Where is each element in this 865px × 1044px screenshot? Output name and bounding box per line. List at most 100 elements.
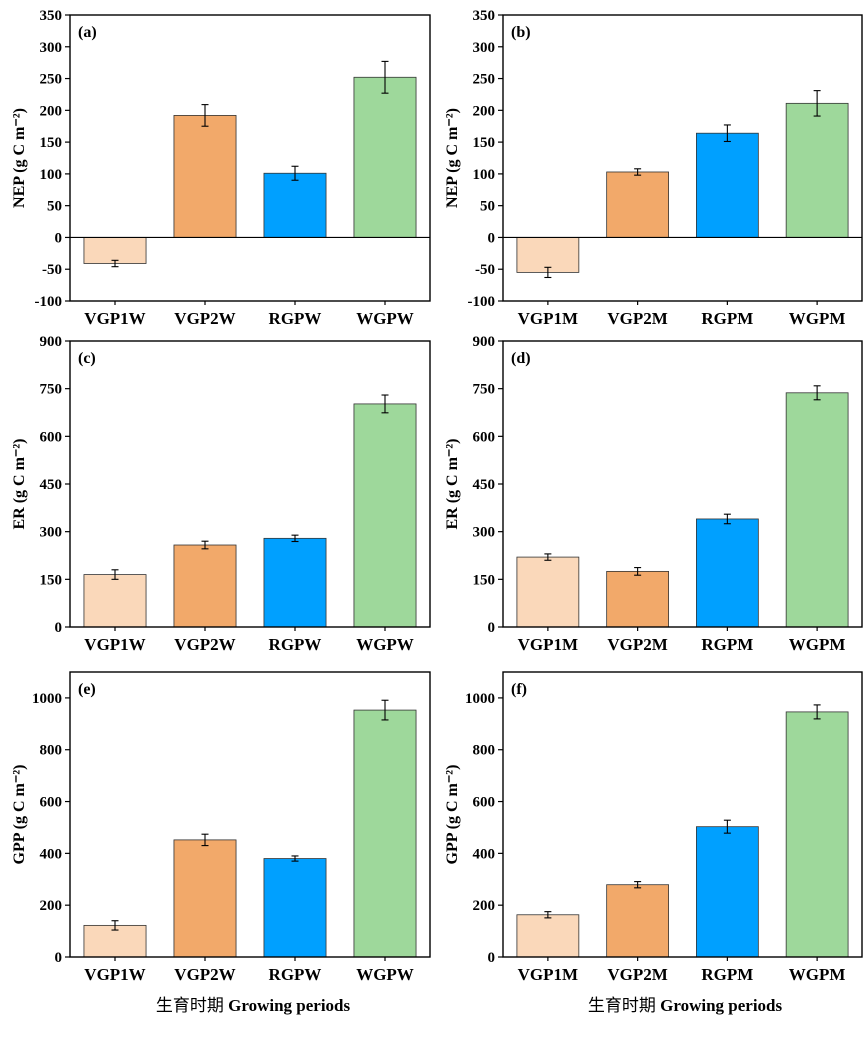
y-tick-label: 1000 <box>32 691 62 707</box>
y-tick-label: 300 <box>473 525 496 541</box>
panel-label: (e) <box>78 681 96 698</box>
y-tick-label: 600 <box>40 429 63 445</box>
bar-VGP1W <box>83 574 147 628</box>
error-bar <box>723 124 731 143</box>
y-tick-label: -100 <box>35 294 63 310</box>
x-tick-label: RGPW <box>269 309 322 328</box>
x-axis-title-right: 生育时期 Growing periods <box>588 996 783 1015</box>
y-tick-label: 50 <box>47 199 62 215</box>
y-tick-label: 750 <box>40 382 63 398</box>
error-bar <box>381 394 389 414</box>
y-axis-label: GPP (g C m⁻²) <box>11 765 28 865</box>
error-bar <box>111 569 119 580</box>
error-bar <box>813 704 821 720</box>
y-axis-label: GPP (g C m⁻²) <box>444 765 461 865</box>
y-tick-label: 200 <box>40 898 63 914</box>
y-tick-label: 0 <box>488 950 496 966</box>
bar-RGPM <box>696 132 759 238</box>
x-tick-label: WGPM <box>789 309 846 328</box>
y-tick-label: 0 <box>55 620 63 636</box>
x-tick-label: WGPM <box>789 965 846 984</box>
bar-RGPW <box>263 172 327 238</box>
error-bar <box>634 881 642 889</box>
x-tick-label: WGPW <box>356 965 414 984</box>
bar-VGP2W <box>173 544 237 628</box>
error-bar <box>544 911 552 919</box>
plot-frame <box>502 671 863 958</box>
error-bar <box>813 90 821 117</box>
bar-RGPM <box>696 518 759 628</box>
y-tick-label: 600 <box>473 429 496 445</box>
bar-WGPM <box>785 392 849 628</box>
y-tick-label: 100 <box>40 167 63 183</box>
bar-WGPW <box>353 709 417 958</box>
error-bar <box>111 920 119 931</box>
y-tick-label: 200 <box>40 103 63 119</box>
x-axis-title-zh: 生育时期 <box>156 996 224 1015</box>
bar-RGPW <box>263 537 327 628</box>
bar-VGP1W <box>83 237 147 264</box>
y-axis-label: ER (g C m⁻²) <box>444 438 461 529</box>
y-tick-label: 0 <box>488 620 496 636</box>
y-tick-label: -50 <box>475 262 495 278</box>
bar-WGPM <box>785 102 849 238</box>
x-axis-title-left: 生育时期 Growing periods <box>156 996 351 1015</box>
y-tick-label: 750 <box>473 382 496 398</box>
x-tick-label: RGPM <box>701 635 753 654</box>
y-tick-label: 600 <box>40 795 63 811</box>
error-bar <box>381 60 389 94</box>
x-tick-label: WGPW <box>356 309 414 328</box>
y-tick-label: 150 <box>473 572 496 588</box>
y-tick-label: 50 <box>480 199 495 215</box>
y-tick-label: 0 <box>55 230 63 246</box>
y-axis-label: NEP (g C m⁻²) <box>444 108 461 208</box>
x-tick-label: WGPW <box>356 635 414 654</box>
chart-panel-a: -100 -50 0 50 100 150 200 250 300 350 VGP1W VGP2W RG… <box>11 8 431 328</box>
bar-VGP1M <box>516 556 580 628</box>
x-tick-label: VGP2M <box>607 965 667 984</box>
x-axis-title-zh: 生育时期 <box>588 996 656 1015</box>
x-tick-label: VGP1M <box>518 965 578 984</box>
x-tick-label: VGP1W <box>84 635 145 654</box>
bar-WGPM <box>785 711 849 958</box>
bar-VGP1M <box>516 237 580 273</box>
y-tick-label: 200 <box>473 898 496 914</box>
error-bar <box>634 168 642 176</box>
panel-label: (b) <box>511 24 531 41</box>
y-tick-label: 200 <box>473 103 496 119</box>
bar-VGP1M <box>516 914 580 958</box>
x-tick-label: VGP2W <box>174 635 235 654</box>
y-tick-label: 450 <box>473 477 496 493</box>
bar-WGPW <box>353 403 417 628</box>
chart-panel-b: -100 -50 0 50 100 150 200 250 300 350 VGP1M VGP2M RG… <box>444 8 863 328</box>
bar-VGP2M <box>606 570 669 628</box>
x-tick-label: VGP1M <box>518 635 578 654</box>
y-tick-label: -100 <box>468 294 496 310</box>
x-tick-label: RGPM <box>701 965 753 984</box>
error-bar <box>291 855 299 862</box>
bar-VGP2M <box>606 884 669 958</box>
panel-label: (f) <box>511 681 527 698</box>
y-tick-label: 300 <box>40 40 63 56</box>
error-bar <box>111 259 119 268</box>
x-tick-label: VGP2W <box>174 309 235 328</box>
error-bar <box>291 165 299 181</box>
y-tick-label: 800 <box>473 743 496 759</box>
y-tick-label: 350 <box>473 8 496 24</box>
chart-panel-c: 0 150 300 450 600 750 900 VGP1W VGP2W RGPW WGPW (c)… <box>11 334 431 654</box>
y-tick-label: 800 <box>40 743 63 759</box>
error-bar <box>723 819 731 834</box>
x-axis-title-en: Growing periods <box>228 996 350 1015</box>
x-tick-label: VGP2M <box>607 635 667 654</box>
error-bar <box>381 699 389 721</box>
y-tick-label: 450 <box>40 477 63 493</box>
error-bar <box>723 513 731 525</box>
y-tick-label: 1000 <box>465 691 495 707</box>
y-tick-label: 400 <box>40 846 63 862</box>
error-bar <box>544 553 552 561</box>
bar-VGP2M <box>606 171 669 238</box>
bar-VGP2W <box>173 839 237 958</box>
x-tick-label: RGPM <box>701 309 753 328</box>
y-tick-label: 900 <box>473 334 496 350</box>
